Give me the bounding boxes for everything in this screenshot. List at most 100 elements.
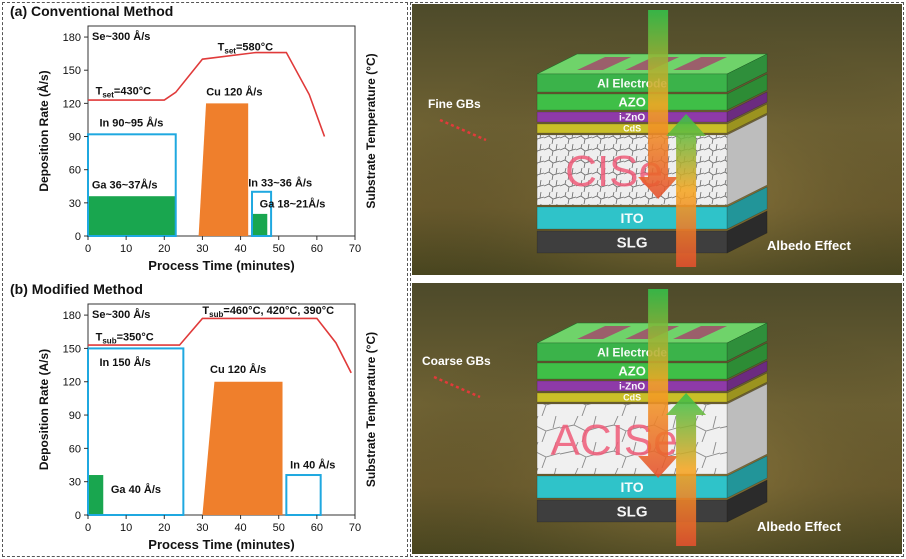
layer-absorber-side: [726, 114, 768, 206]
y-tick-label: 60: [69, 443, 81, 455]
temperature-label: Tset=580°C: [218, 41, 273, 55]
bar-label: In 150 Å/s: [99, 356, 150, 369]
bar-label: Ga 40 Å/s: [111, 483, 161, 496]
grain-boundary-pointer: [439, 118, 487, 142]
y-tick-label: 180: [63, 310, 81, 322]
y-tick-label: 30: [69, 198, 81, 210]
x-tick-label: 50: [273, 243, 285, 255]
y-tick-label: 180: [63, 32, 81, 44]
bar-ga-third-stage: [252, 213, 268, 236]
layer-ito-label: ITO: [621, 479, 644, 495]
x-tick-label: 70: [349, 522, 361, 534]
layer-al-electrode-side: [726, 322, 768, 362]
layer-slg-side: [726, 479, 768, 523]
x-tick-label: 0: [85, 243, 91, 255]
incident-light-arrow: [638, 10, 679, 199]
temperature-label: Tset=430°C: [96, 86, 151, 100]
grain-boundary-label: Coarse GBs: [422, 354, 491, 368]
chart-conventional: (a) Conventional Method 0 10 20 30 40 50 60 70 0 3…: [10, 3, 378, 273]
y-axis-label: Deposition Rate (A/s): [37, 349, 51, 470]
temperature-label: Tsub=460°C, 420°C, 390°C: [202, 305, 334, 319]
layer-cds-side: [726, 372, 768, 403]
grain-boundary-pointer: [433, 375, 481, 399]
layer-slg-label: SLG: [617, 503, 648, 520]
temperature-curve: [88, 317, 352, 374]
electrode-strip: [673, 57, 728, 70]
y-tick-label: 90: [69, 132, 81, 144]
y-tick-label: 90: [69, 410, 81, 422]
right-panel-frame: [410, 2, 904, 557]
y-tick-label: 120: [63, 377, 81, 389]
se-label: Se~300 Å/s: [92, 308, 150, 321]
layer-ito-side: [726, 186, 768, 230]
bar-label: Cu 120 Å/s: [210, 363, 266, 376]
y-tick-label: 120: [63, 98, 81, 110]
electrode-strip: [577, 57, 632, 70]
illustration-modified: Al ElectrodeAZOi-ZnOCdSACISeITOSLGCoarse…: [412, 283, 902, 554]
x-tick-label: 30: [196, 522, 208, 534]
se-label: Se~300 Å/s: [92, 30, 150, 43]
layer-al-electrode-side: [726, 53, 768, 93]
layer-izno-side: [726, 360, 768, 392]
panel-label: (a) Conventional Method: [10, 3, 173, 19]
y-tick-label: 0: [75, 510, 81, 522]
x-tick-label: 20: [158, 522, 170, 534]
bar-in-third-stage: [285, 474, 322, 517]
bar-label: In 33~36 Å/s: [248, 176, 312, 189]
bar-in-first-stage: [87, 347, 185, 516]
x-tick-label: 20: [158, 243, 170, 255]
bar-label: Ga 36~37Å/s: [92, 178, 158, 191]
layer-izno-label: i-ZnO: [619, 113, 645, 124]
bar-label: In 40 Å/s: [290, 458, 335, 471]
x-axis-label: Process Time (minutes): [148, 537, 294, 552]
albedo-light-arrow: [666, 114, 707, 267]
left-panel-frame: [2, 2, 408, 557]
bar-cu: [198, 103, 249, 236]
layer-cds-side: [726, 103, 768, 134]
x-axis-label: Process Time (minutes): [148, 258, 294, 273]
incident-light-arrow: [638, 289, 679, 478]
x-tick-label: 60: [311, 522, 323, 534]
layer-absorber-label: CISe: [565, 147, 663, 196]
layer-azo-label: AZO: [618, 364, 645, 379]
y2-axis-label: Substrate Temperature (°C): [364, 53, 378, 208]
x-tick-label: 0: [85, 522, 91, 534]
y2-axis-label: Substrate Temperature (°C): [364, 332, 378, 487]
bar-label: Ga 18~21Å/s: [260, 197, 326, 210]
panel-label: (b) Modified Method: [10, 281, 143, 297]
x-tick-label: 30: [196, 243, 208, 255]
electrode-strip: [673, 326, 728, 339]
y-tick-label: 150: [63, 65, 81, 77]
layer-ito-label: ITO: [621, 210, 644, 226]
y-tick-label: 30: [69, 477, 81, 489]
x-tick-label: 60: [311, 243, 323, 255]
albedo-effect-label: Albedo Effect: [767, 238, 851, 253]
x-tick-label: 40: [234, 243, 246, 255]
temperature-label: Tsub=350°C: [96, 332, 154, 346]
layer-absorber-side: [726, 383, 768, 475]
albedo-light-arrow: [666, 393, 707, 546]
bar-ga-first-stage: [88, 475, 104, 515]
albedo-effect-label: Albedo Effect: [757, 519, 841, 534]
layer-izno-label: i-ZnO: [619, 382, 645, 393]
grain-boundary-label: Fine GBs: [428, 97, 481, 111]
x-tick-label: 40: [234, 522, 246, 534]
bar-label: Cu 120 Å/s: [206, 86, 262, 99]
electrode-strip: [577, 326, 632, 339]
y-tick-label: 60: [69, 165, 81, 177]
y-tick-label: 150: [63, 343, 81, 355]
y-tick-label: 0: [75, 231, 81, 243]
layer-slg-side: [726, 210, 768, 254]
x-tick-label: 10: [120, 243, 132, 255]
chart-modified: (b) Modified Method 0 10 20 30 40 50 60 70 0 30 60 9…: [10, 281, 378, 552]
bar-in-first-stage: [87, 133, 177, 238]
x-tick-label: 10: [120, 522, 132, 534]
layer-slg-label: SLG: [617, 234, 648, 251]
layer-cds-label: CdS: [623, 124, 641, 134]
bar-cu: [202, 381, 283, 515]
layer-izno-side: [726, 91, 768, 123]
temperature-curve: [88, 51, 326, 137]
layer-cds-label: CdS: [623, 393, 641, 403]
